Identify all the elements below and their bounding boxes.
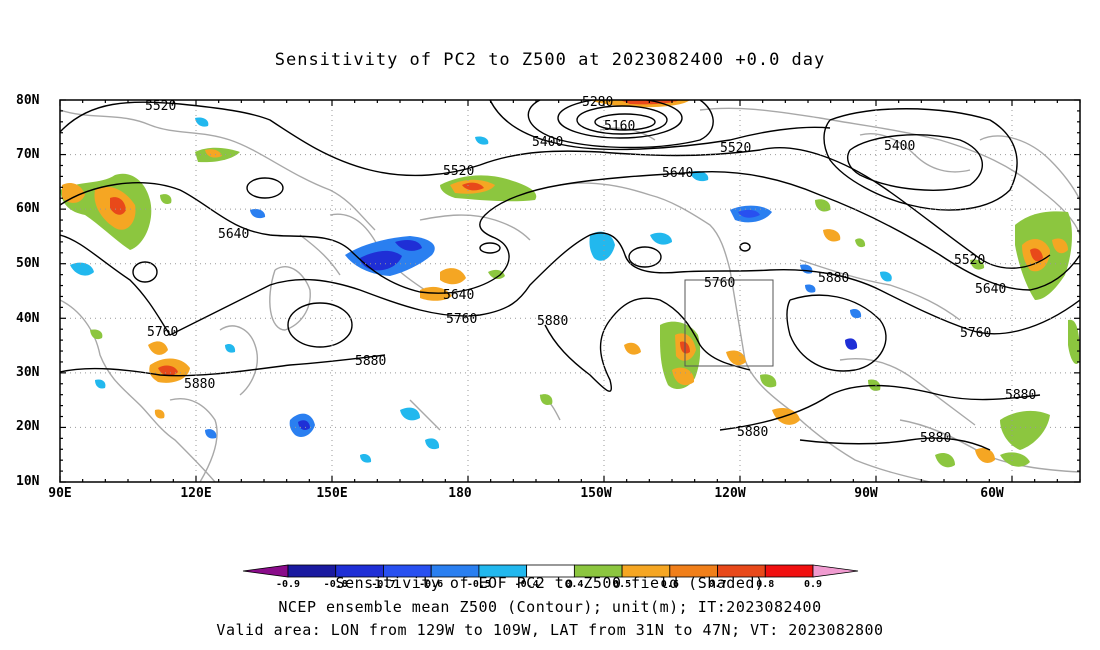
contour-label: 5880 bbox=[355, 354, 386, 369]
lat-tick-label: 70N bbox=[16, 147, 40, 162]
map-plot-area bbox=[60, 100, 1080, 482]
contour-label: 5280 bbox=[582, 95, 613, 110]
colorbar-tick-label: 0.7 bbox=[709, 579, 727, 590]
map-frame bbox=[59, 99, 1081, 483]
lat-tick-label: 20N bbox=[16, 419, 40, 434]
lon-tick-label: 180 bbox=[448, 486, 472, 501]
contour-label: 5760 bbox=[960, 326, 991, 341]
lat-lon-grid bbox=[60, 100, 1080, 482]
contour-label: 5880 bbox=[920, 431, 951, 446]
lat-tick-label: 80N bbox=[16, 93, 40, 108]
z500-contours bbox=[60, 100, 1080, 451]
contour-label: 5760 bbox=[147, 325, 178, 340]
footer-line: Valid area: LON from 129W to 109W, LAT f… bbox=[216, 621, 884, 639]
colorbar-tick-label: -0.7 bbox=[371, 579, 395, 590]
contour-label: 5520 bbox=[720, 141, 751, 156]
colorbar-tick-label: 0.4 bbox=[565, 579, 583, 590]
contour-label: 5880 bbox=[1005, 388, 1036, 403]
colorbar-tick-label: -0.6 bbox=[419, 579, 443, 590]
map-title: Sensitivity of PC2 to Z500 at 2023082400… bbox=[274, 50, 826, 70]
contour-label: 5880 bbox=[737, 425, 768, 440]
lon-tick-label: 150W bbox=[580, 486, 612, 501]
contour-labels: 5520 5280 5160 5400 5520 5400 5520 5640 … bbox=[145, 95, 1036, 446]
lon-tick-label: 90W bbox=[854, 486, 878, 501]
contour-label: 5760 bbox=[704, 276, 735, 291]
colorbar-tick-label: 0.8 bbox=[756, 579, 774, 590]
colorbar-high-extend bbox=[812, 564, 859, 578]
colorbar-tick-label: -0.9 bbox=[276, 579, 300, 590]
lon-tick-label: 120E bbox=[180, 486, 212, 501]
colorbar-tick-label: -0.8 bbox=[324, 579, 348, 590]
contour-label: 5760 bbox=[446, 312, 477, 327]
contour-label: 5640 bbox=[443, 288, 474, 303]
contour-label: 5640 bbox=[662, 166, 693, 181]
contour-label: 5880 bbox=[818, 271, 849, 286]
colorbar-tick-label: -0.4 bbox=[515, 579, 539, 590]
colorbar-tick-label: 0.9 bbox=[804, 579, 822, 590]
colorbar-title: Sensitivity of EOF PC2 to Z500 field (Sh… bbox=[335, 574, 765, 592]
lat-tick-label: 40N bbox=[16, 311, 40, 326]
colorbar-tick-label: 0.5 bbox=[613, 579, 631, 590]
contour-label: 5160 bbox=[604, 119, 635, 134]
contour-label: 5520 bbox=[954, 253, 985, 268]
lat-tick-label: 60N bbox=[16, 201, 40, 216]
contour-label: 5880 bbox=[184, 377, 215, 392]
lon-tick-label: 90E bbox=[48, 486, 72, 501]
footer-line: NCEP ensemble mean Z500 (Contour); unit(… bbox=[278, 598, 822, 616]
contour-label: 5640 bbox=[218, 227, 249, 242]
lat-tick-label: 50N bbox=[16, 256, 40, 271]
contour-label: 5400 bbox=[532, 135, 563, 150]
colorbar: -0.9 -0.8 -0.7 -0.6 -0.5 -0.4 0.4 0.5 0.6 0.7 0.8 0… bbox=[242, 564, 859, 590]
lat-tick-label: 10N bbox=[16, 474, 40, 489]
valid-area-box bbox=[684, 279, 774, 367]
contour-label: 5520 bbox=[145, 99, 176, 114]
contour-label: 5400 bbox=[884, 139, 915, 154]
lon-tick-label: 120W bbox=[714, 486, 746, 501]
lon-tick-label: 60W bbox=[980, 486, 1004, 501]
lon-tick-label: 150E bbox=[316, 486, 348, 501]
contour-label: 5640 bbox=[975, 282, 1006, 297]
colorbar-tick-label: -0.5 bbox=[467, 579, 491, 590]
lat-tick-label: 30N bbox=[16, 365, 40, 380]
contour-label: 5520 bbox=[443, 164, 474, 179]
contour-label: 5880 bbox=[537, 314, 568, 329]
axis-ticks bbox=[59, 99, 1081, 483]
colorbar-tick-label: 0.6 bbox=[661, 579, 679, 590]
